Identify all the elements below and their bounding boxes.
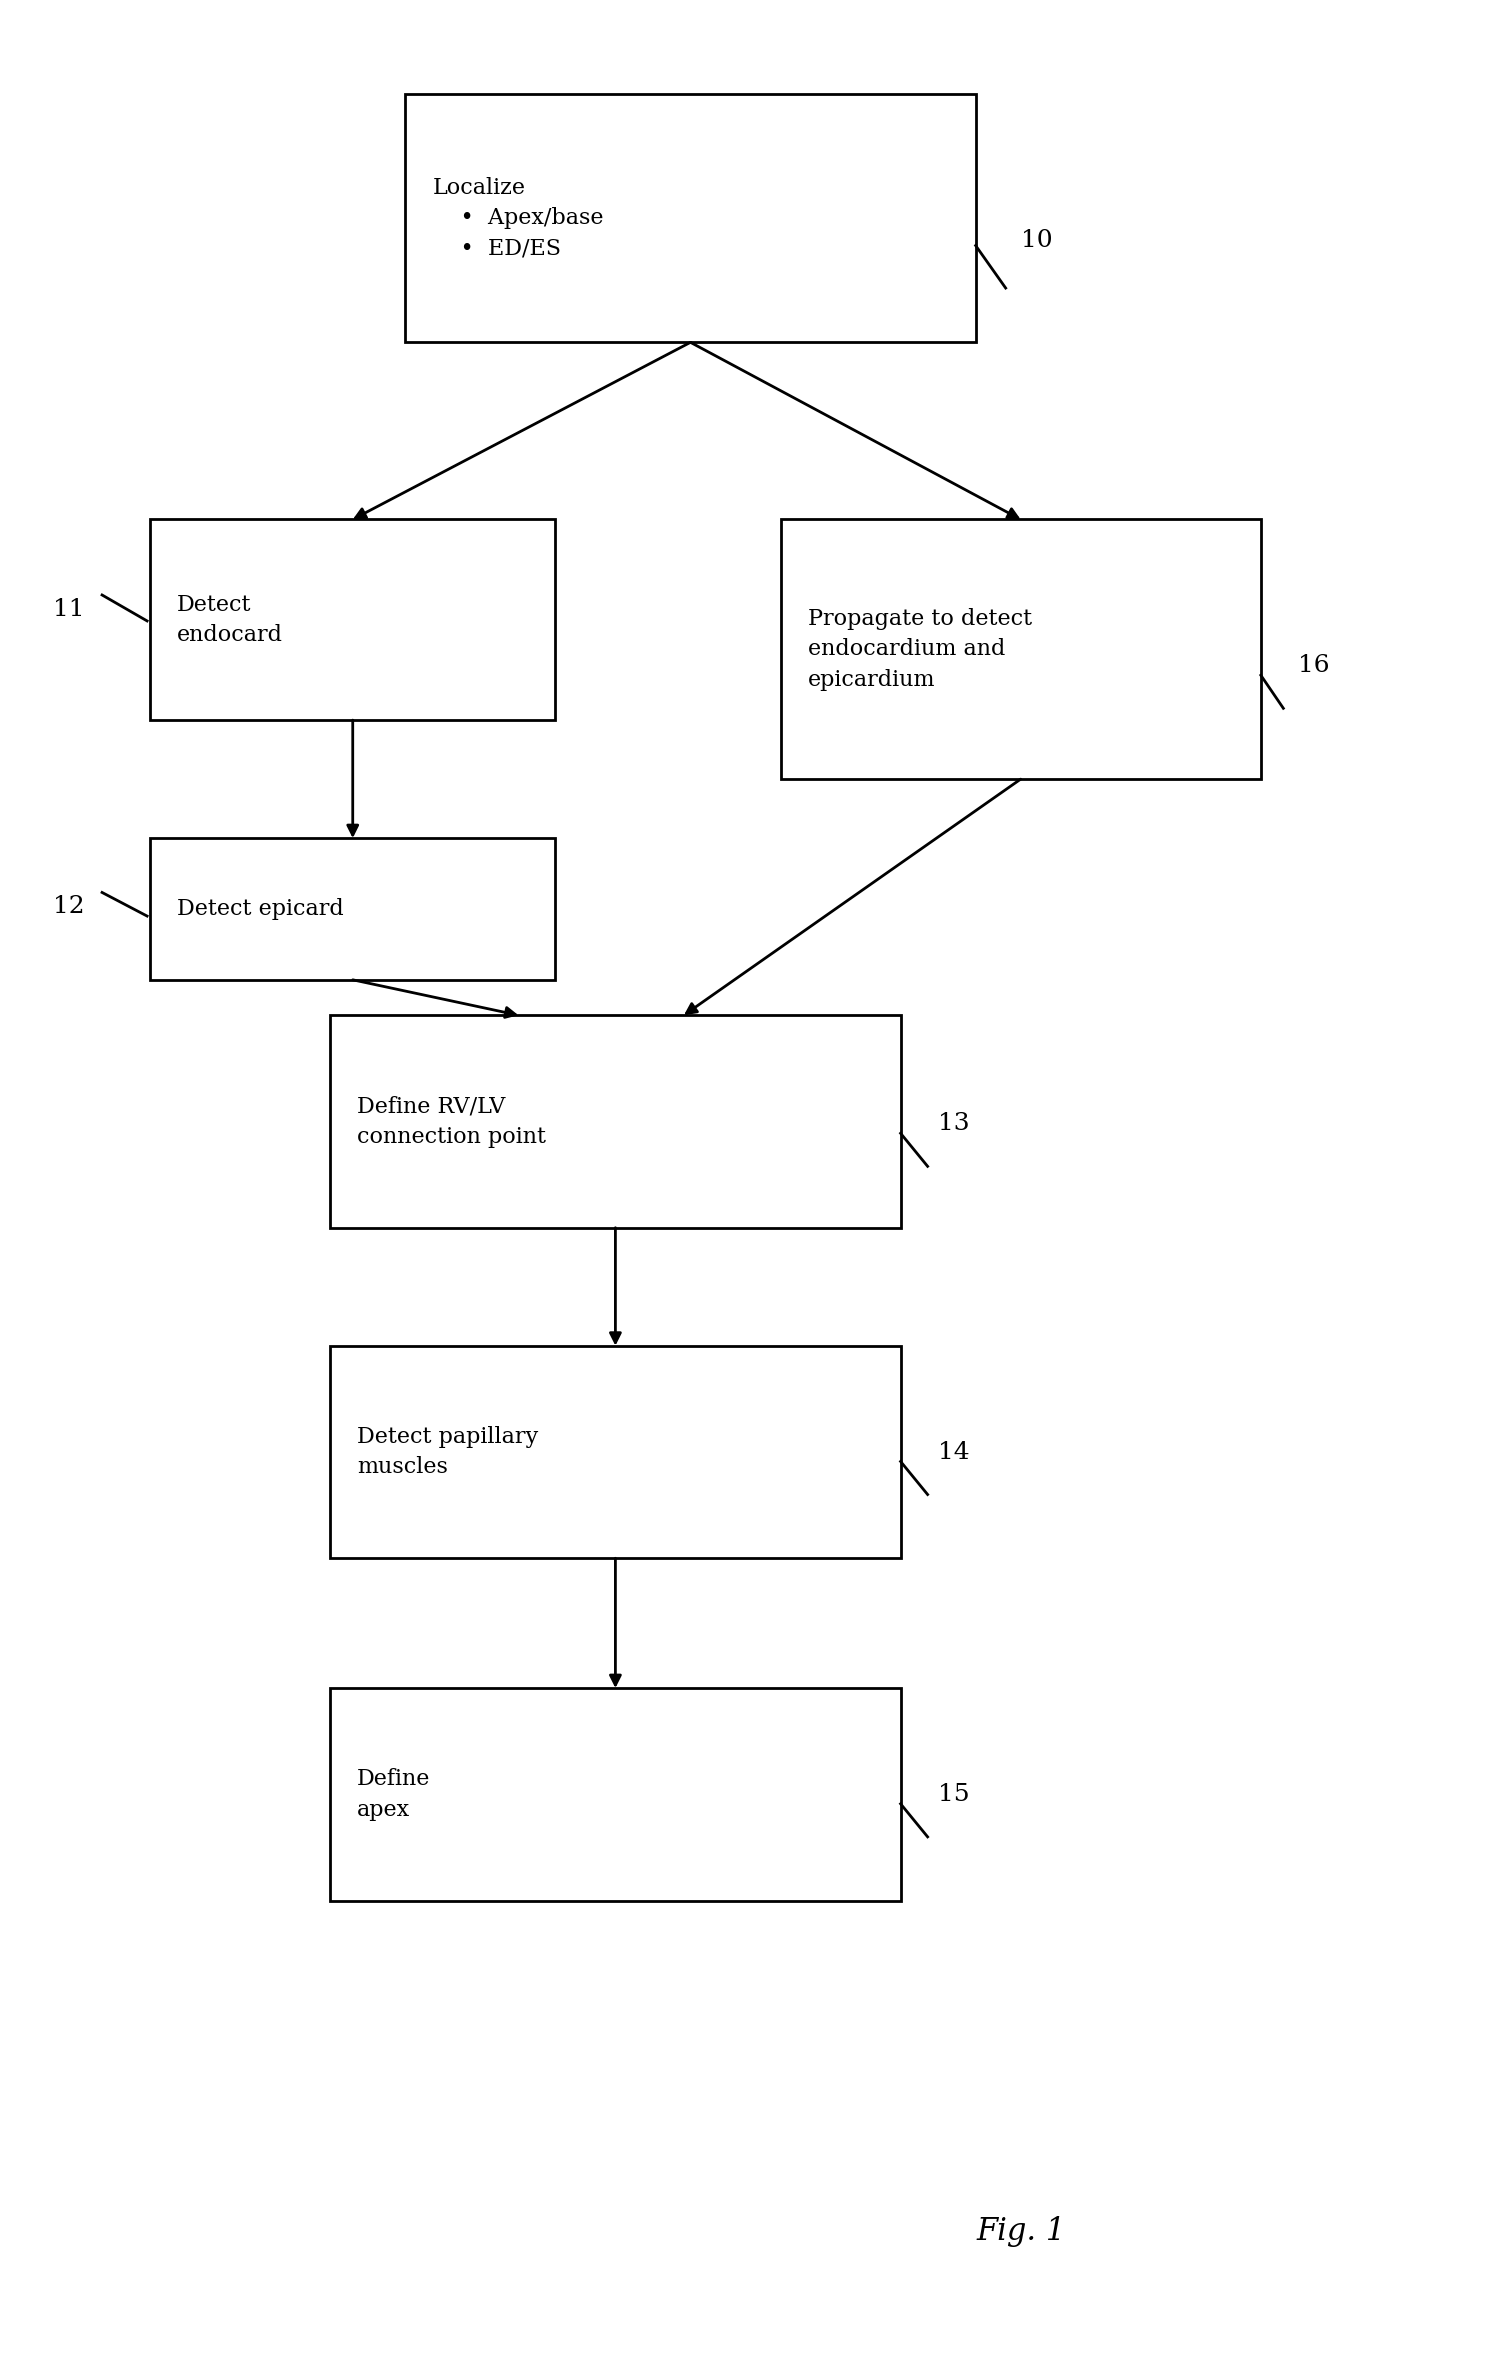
Text: Fig. 1: Fig. 1 [976, 2215, 1066, 2248]
Bar [150, 838, 555, 980]
Text: 12: 12 [53, 895, 84, 918]
Text: Detect papillary
muscles: Detect papillary muscles [357, 1426, 539, 1478]
Text: Detect
endocard: Detect endocard [177, 593, 284, 647]
Text: Detect epicard: Detect epicard [177, 897, 344, 921]
Text: 10: 10 [1021, 229, 1052, 253]
Text: 14: 14 [938, 1440, 970, 1464]
Bar [781, 519, 1261, 779]
Text: 11: 11 [53, 597, 84, 621]
Bar [330, 1346, 901, 1558]
Text: Define RV/LV
connection point: Define RV/LV connection point [357, 1096, 546, 1147]
Text: 13: 13 [938, 1112, 970, 1136]
Text: 15: 15 [938, 1783, 970, 1806]
Text: Localize
    •  Apex/base
    •  ED/ES: Localize • Apex/base • ED/ES [432, 177, 603, 260]
Text: Propagate to detect
endocardium and
epicardium: Propagate to detect endocardium and epic… [808, 607, 1031, 692]
Bar [150, 519, 555, 720]
Text: 16: 16 [1298, 654, 1330, 678]
Bar [405, 94, 976, 342]
Bar [330, 1688, 901, 1901]
Bar [330, 1015, 901, 1228]
Text: Define
apex: Define apex [357, 1768, 431, 1820]
